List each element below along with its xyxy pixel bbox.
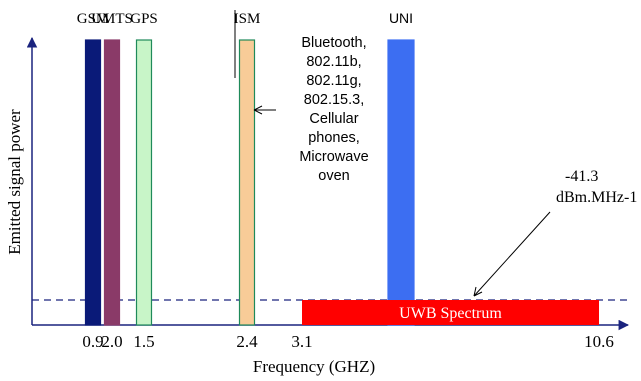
ism-note-line: oven <box>318 168 349 184</box>
x-tick-label: 3.1 <box>291 332 312 351</box>
x-axis-title: Frequency (GHZ) <box>253 357 375 376</box>
uwb-spectrum-label: UWB Spectrum <box>399 305 502 322</box>
band-bar-ism <box>238 39 256 326</box>
x-tick-label: 10.6 <box>584 332 614 351</box>
x-tick-label: 2.0 <box>101 332 122 351</box>
band-label-uni: UNI <box>389 10 413 26</box>
limit-arrowhead <box>473 286 483 297</box>
band-label-gsm: GSM <box>77 11 110 27</box>
band-label-gps: GPS <box>130 11 158 27</box>
x-tick-label: 2.4 <box>236 332 258 351</box>
ism-note-line: Cellular <box>309 111 358 127</box>
x-tick-label: 1.5 <box>133 332 154 351</box>
band-bar-umts <box>103 39 121 326</box>
ism-note-line: phones, <box>308 130 360 146</box>
y-axis-title: Emitted signal power <box>5 109 24 255</box>
band-bar-gps <box>135 39 153 326</box>
band-label-ism: ISM <box>234 11 261 27</box>
limit-arrow <box>473 211 551 297</box>
limit-value-label: -41.3 <box>565 168 598 185</box>
x-tick-label: 0.9 <box>82 332 103 351</box>
limit-unit-label: dBm.MHz-1 <box>556 189 637 206</box>
ism-note-line: 802.11b, <box>306 54 361 70</box>
ism-note-line: Microwave <box>299 149 368 165</box>
uwb-spectrum-band <box>302 300 599 325</box>
ism-note: Bluetooth, 802.11b, 802.11g, 802.15.3, Cellu… <box>299 35 368 184</box>
ism-note-line: 802.15.3, <box>304 92 364 108</box>
ism-note-line: 802.11g, <box>306 73 361 89</box>
ism-note-arrowhead <box>253 105 263 115</box>
band-bar-gsm <box>84 39 102 326</box>
band-label-umts: UMTS <box>91 11 133 27</box>
band-bar-uni <box>387 39 415 326</box>
ism-note-line: Bluetooth, <box>301 35 366 51</box>
